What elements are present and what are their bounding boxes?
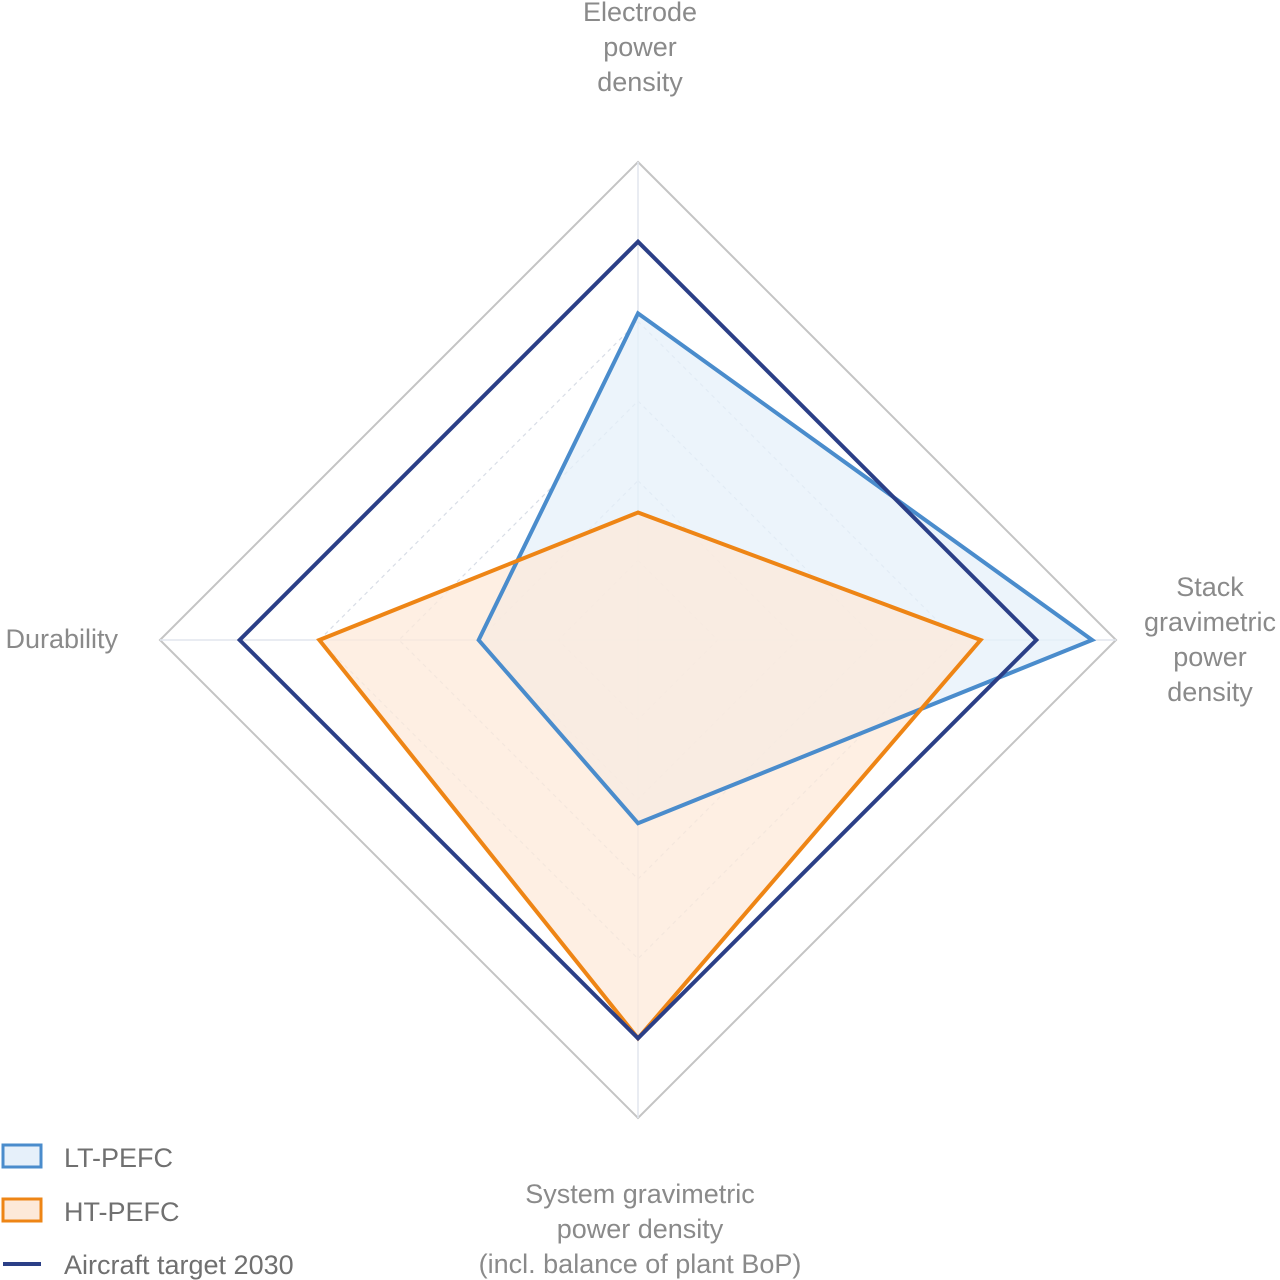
- axis-label-durability: Durability: [5, 624, 118, 654]
- axis-label-electrode: Electrode power density: [583, 0, 697, 97]
- axis-labels: Electrode power density Stack gravimetric pow…: [5, 0, 1276, 1279]
- legend-label: HT-PEFC: [64, 1197, 180, 1227]
- legend-item-ht-pefc: HT-PEFC: [1, 1197, 180, 1227]
- legend: LT-PEFC HT-PEFC Aircraft target 2030: [1, 1143, 294, 1280]
- series-outline-lt-pefc: [476, 310, 1097, 826]
- series-outline-aircraft-target-2030: [236, 238, 1040, 1042]
- series-lines: [236, 238, 1097, 1042]
- axis-label-system: System gravimetric power density (incl. ba…: [479, 1179, 802, 1279]
- series-fills: [319, 313, 1093, 1039]
- legend-label: Aircraft target 2030: [64, 1250, 294, 1280]
- legend-swatch: [1, 1197, 43, 1223]
- legend-item-lt-pefc: LT-PEFC: [1, 1143, 173, 1173]
- legend-label: LT-PEFC: [64, 1143, 173, 1173]
- axis-label-stack: Stack gravimetric power density: [1144, 572, 1276, 707]
- legend-swatch: [1, 1143, 43, 1169]
- legend-item-aircraft-target-2030: Aircraft target 2030: [3, 1250, 294, 1280]
